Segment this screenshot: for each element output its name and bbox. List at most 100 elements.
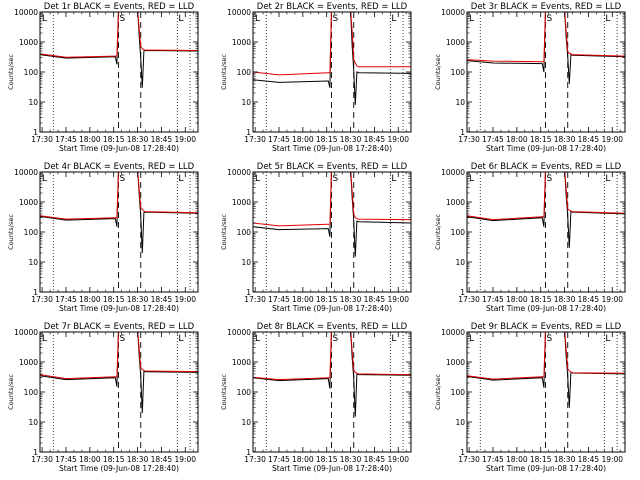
x-tick-label: 18:45: [364, 135, 386, 144]
y-tick-label: 10: [241, 258, 251, 267]
x-tick-label: 17:30: [244, 455, 266, 464]
x-tick-label: 18:15: [530, 295, 552, 304]
series-lld-line: [40, 12, 198, 58]
y-axis-label: Counts/sec: [434, 214, 442, 250]
x-tick-label: 19:00: [174, 135, 196, 144]
panel-title: Det 3r BLACK = Events, RED = LLD: [471, 2, 622, 12]
x-tick-label: 18:15: [530, 135, 552, 144]
plot-frame: [252, 171, 412, 293]
y-tick-label: 10: [455, 418, 465, 427]
x-tick-label: 17:45: [482, 135, 504, 144]
y-tick-label: 10000: [441, 8, 465, 17]
panel-title: Det 7r BLACK = Events, RED = LLD: [44, 322, 195, 332]
y-tick-label: 1: [33, 128, 38, 137]
y-tick-label: 1000: [446, 38, 465, 47]
x-tick-label: 19:00: [387, 295, 409, 304]
x-tick-label: 17:30: [31, 455, 53, 464]
x-tick-label: 18:15: [103, 455, 125, 464]
x-tick-label: 17:30: [31, 135, 53, 144]
x-tick-label: 18:45: [151, 135, 173, 144]
x-tick-label: 17:30: [31, 295, 53, 304]
y-axis-label: Counts/sec: [220, 214, 228, 250]
panel-title: Det 6r BLACK = Events, RED = LLD: [471, 162, 622, 172]
x-axis-label: Start Time (09-Jun-08 17:28:40): [486, 464, 606, 473]
series-lld-line: [253, 172, 411, 227]
panel-title: Det 4r BLACK = Events, RED = LLD: [44, 162, 195, 172]
panel-title: Det 1r BLACK = Events, RED = LLD: [44, 2, 195, 12]
transition-marker-L: L: [178, 14, 183, 24]
x-axis-label: Start Time (09-Jun-08 17:28:40): [59, 144, 179, 153]
x-tick-label: 18:00: [506, 295, 528, 304]
x-tick-label: 18:00: [79, 455, 101, 464]
panel-det-4: Det 4r BLACK = Events, RED = LLD S L L 1 10 10…: [7, 162, 199, 313]
y-tick-label: 10000: [14, 328, 38, 337]
plot-frame: [466, 11, 626, 133]
y-tick-label: 1: [33, 448, 38, 457]
panel-det-2: Det 2r BLACK = Events, RED = LLD S L L 1 10 10…: [220, 2, 412, 153]
series-group: [253, 12, 411, 105]
plot-frame: [39, 171, 199, 293]
series-lld-line: [467, 12, 625, 63]
x-tick-label: 18:15: [316, 455, 338, 464]
x-tick-label: 19:00: [601, 135, 623, 144]
transition-marker-S: S: [332, 14, 338, 24]
transition-marker-S: S: [332, 174, 338, 184]
y-tick-label: 1000: [232, 198, 251, 207]
transition-marker-S: S: [332, 334, 338, 344]
y-axis-label: Counts/sec: [434, 54, 442, 90]
x-tick-label: 18:00: [292, 455, 314, 464]
y-axis-label: Counts/sec: [434, 374, 442, 410]
x-tick-label: 18:45: [151, 455, 173, 464]
y-axis-label: Counts/sec: [7, 54, 15, 90]
y-tick-label: 1000: [446, 358, 465, 367]
x-axis-label: Start Time (09-Jun-08 17:28:40): [272, 304, 392, 313]
series-lld-line: [467, 172, 625, 221]
series-group: [40, 172, 198, 254]
transition-marker-S: S: [546, 334, 552, 344]
x-tick-label: 18:00: [506, 135, 528, 144]
series-group: [467, 12, 625, 84]
transition-marker-L: L: [391, 334, 396, 344]
x-tick-label: 18:15: [103, 295, 125, 304]
x-axis-label: Start Time (09-Jun-08 17:28:40): [59, 304, 179, 313]
y-tick-label: 1: [460, 288, 465, 297]
panel-det-7: Det 7r BLACK = Events, RED = LLD S L L 1 10 10…: [7, 322, 199, 473]
x-tick-label: 18:00: [292, 135, 314, 144]
y-tick-label: 10000: [14, 8, 38, 17]
y-tick-label: 100: [237, 388, 252, 397]
x-tick-label: 17:45: [482, 455, 504, 464]
x-tick-label: 18:45: [364, 295, 386, 304]
series-lld-line: [253, 12, 411, 76]
transition-marker-L: L: [469, 334, 474, 344]
y-tick-label: 1: [33, 288, 38, 297]
x-tick-label: 18:30: [127, 455, 149, 464]
x-tick-label: 19:00: [601, 295, 623, 304]
y-tick-label: 1000: [19, 358, 38, 367]
y-tick-label: 10000: [227, 168, 251, 177]
y-tick-label: 1000: [19, 198, 38, 207]
x-tick-label: 18:00: [506, 455, 528, 464]
x-tick-label: 18:30: [127, 135, 149, 144]
panel-title: Det 8r BLACK = Events, RED = LLD: [257, 322, 408, 332]
x-tick-label: 18:30: [340, 295, 362, 304]
plot-frame: [466, 331, 626, 453]
y-tick-label: 10: [28, 98, 38, 107]
transition-marker-L: L: [42, 334, 47, 344]
y-tick-label: 1000: [232, 358, 251, 367]
x-tick-label: 18:30: [554, 455, 576, 464]
plot-frame: [252, 331, 412, 453]
panel-det-5: Det 5r BLACK = Events, RED = LLD S L L 1 10 10…: [220, 162, 412, 313]
y-tick-label: 10: [455, 98, 465, 107]
transition-marker-L: L: [605, 334, 610, 344]
transition-marker-L: L: [255, 174, 260, 184]
x-tick-label: 19:00: [387, 135, 409, 144]
series-group: [40, 332, 198, 414]
x-tick-label: 17:30: [244, 295, 266, 304]
transition-marker-L: L: [391, 174, 396, 184]
x-tick-label: 18:45: [578, 135, 600, 144]
plot-frame: [39, 331, 199, 453]
plot-frame: [466, 171, 626, 293]
x-tick-label: 17:30: [458, 455, 480, 464]
x-tick-label: 19:00: [174, 295, 196, 304]
panel-title: Det 2r BLACK = Events, RED = LLD: [257, 2, 408, 12]
